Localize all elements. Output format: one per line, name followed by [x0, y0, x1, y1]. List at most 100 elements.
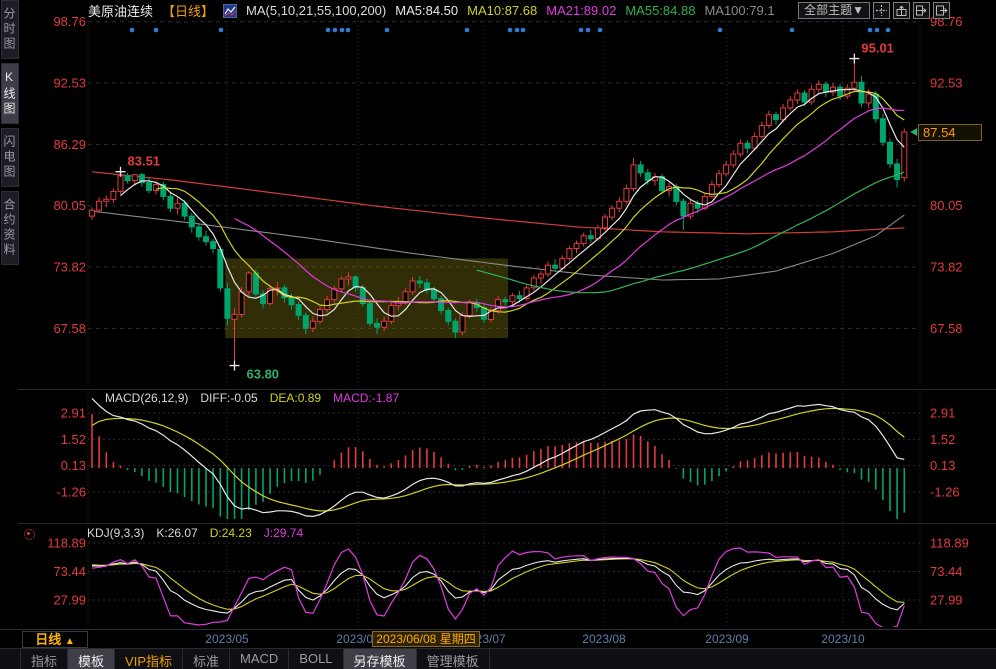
- event-dot: [585, 27, 591, 33]
- event-dot: [464, 27, 470, 33]
- event-dot: [325, 27, 331, 33]
- event-dot: [514, 27, 520, 33]
- event-dot: [867, 27, 873, 33]
- tab-macd[interactable]: MACD: [230, 649, 290, 669]
- date-tick: 2023/06: [336, 632, 380, 646]
- ma10-value: MA10:87.68: [467, 3, 538, 18]
- tab-save-template[interactable]: 另存模板: [343, 649, 417, 669]
- annotation-95.01: 95.01: [849, 41, 894, 64]
- event-dot: [597, 27, 603, 33]
- event-dot: [507, 27, 513, 33]
- svg-text:73.44: 73.44: [53, 564, 86, 579]
- scale-up-tool-icon[interactable]: [893, 2, 910, 19]
- svg-text:98.76: 98.76: [53, 14, 86, 29]
- current-price-arrow-icon: [910, 128, 918, 137]
- crosshair-date-label: 2023/06/08 星期四: [372, 631, 480, 647]
- mini-chart-icon[interactable]: [222, 3, 238, 18]
- event-dot: [717, 27, 723, 33]
- svg-text:80.05: 80.05: [53, 198, 86, 213]
- svg-text:0.13: 0.13: [61, 458, 86, 473]
- period-up-arrow-icon: ▲: [64, 636, 75, 647]
- tab-indicators[interactable]: 指标: [20, 649, 69, 669]
- ma21-value: MA21:89.02: [546, 3, 617, 18]
- current-price-tag: 87.54: [918, 124, 982, 141]
- event-dot: [218, 27, 224, 33]
- svg-text:86.29: 86.29: [53, 137, 86, 152]
- event-dot: [885, 27, 891, 33]
- sidebar: 分时图 K线图 闪电图 合约资料: [0, 0, 19, 300]
- bottom-tab-bar: 指标 模板 VIP指标 标准 MACD BOLL 另存模板 管理模板: [0, 648, 996, 669]
- svg-text:2.91: 2.91: [930, 405, 955, 420]
- sidebar-tab-intraday[interactable]: 分时图: [1, 0, 19, 59]
- kdj-panel-header: KDJ(9,3,3) K:26.07 D:24.23 J:29.74: [87, 526, 303, 540]
- ma5-value: MA5:84.50: [395, 3, 459, 18]
- period-label: 【日线】: [162, 4, 215, 19]
- event-dot: [520, 27, 526, 33]
- date-tick: 2023/09: [705, 632, 749, 646]
- macd-caption: MACD(26,12,9): [105, 391, 189, 405]
- d-value: D:24.23: [209, 526, 252, 540]
- event-dot: [332, 27, 338, 33]
- top-right-controls: 全部主题▼: [798, 2, 950, 19]
- sidebar-tab-flash[interactable]: 闪电图: [1, 128, 19, 187]
- event-dot: [153, 27, 159, 33]
- svg-text:95.01: 95.01: [861, 41, 894, 56]
- svg-text:67.58: 67.58: [53, 321, 86, 336]
- ma-caption: MA(5,10,21,55,100,200): [246, 3, 387, 18]
- svg-text:2.91: 2.91: [61, 405, 86, 420]
- svg-text:63.80: 63.80: [247, 367, 280, 382]
- tab-boll[interactable]: BOLL: [289, 649, 344, 669]
- svg-text:-1.26: -1.26: [56, 484, 86, 499]
- ma55-value: MA55:84.88: [625, 3, 696, 18]
- page-forward-tool-icon[interactable]: [933, 2, 950, 19]
- svg-text:1.52: 1.52: [930, 432, 955, 447]
- tab-standard[interactable]: 标准: [183, 649, 231, 669]
- svg-text:27.99: 27.99: [53, 593, 86, 608]
- svg-text:92.53: 92.53: [930, 75, 963, 90]
- svg-text:1.52: 1.52: [61, 432, 86, 447]
- sidebar-tab-kline[interactable]: K线图: [1, 63, 19, 124]
- date-tick: 2023/10: [821, 632, 865, 646]
- period-selector[interactable]: 日线 ▲: [22, 631, 88, 648]
- annotation-83.51: 83.51: [115, 154, 161, 177]
- date-tick: 2023/05: [205, 632, 249, 646]
- svg-text:0.13: 0.13: [930, 458, 955, 473]
- event-dot: [345, 27, 351, 33]
- tab-manage-templates[interactable]: 管理模板: [417, 649, 490, 669]
- macd-value: MACD:-1.87: [333, 391, 400, 405]
- j-value: J:29.74: [263, 526, 304, 540]
- dea-value: DEA:0.89: [269, 391, 322, 405]
- k-value: K:26.07: [156, 526, 198, 540]
- symbol-title: 美原油连续: [88, 4, 154, 19]
- svg-text:80.05: 80.05: [930, 198, 963, 213]
- theme-select-button[interactable]: 全部主题▼: [798, 2, 870, 19]
- event-dot: [384, 27, 390, 33]
- diff-value: DIFF:-0.05: [200, 391, 258, 405]
- event-dot: [789, 27, 795, 33]
- scale-right-tool-icon[interactable]: [913, 2, 930, 19]
- tab-templates[interactable]: 模板: [68, 649, 116, 669]
- svg-text:83.51: 83.51: [128, 154, 161, 169]
- svg-text:27.99: 27.99: [930, 593, 963, 608]
- svg-text:118.89: 118.89: [930, 536, 969, 551]
- svg-text:73.44: 73.44: [930, 564, 963, 579]
- event-dot: [129, 27, 135, 33]
- svg-text:92.53: 92.53: [53, 75, 86, 90]
- svg-text:73.82: 73.82: [53, 260, 86, 275]
- chart-header: 美原油连续 【日线】 MA(5,10,21,55,100,200) MA5:84…: [88, 2, 775, 19]
- crosshair-tool-icon[interactable]: [873, 2, 890, 19]
- event-dot: [578, 27, 584, 33]
- ma100-value: MA100:79.1: [704, 3, 775, 18]
- date-tick: 2023/08: [582, 632, 626, 646]
- date-axis-row: 日线 ▲ 2023/05 2023/06 2023/07 2023/08 2023/09…: [0, 629, 996, 648]
- kdj-caption: KDJ(9,3,3): [87, 526, 145, 540]
- tab-vip-indicators[interactable]: VIP指标: [115, 649, 183, 669]
- svg-text:67.58: 67.58: [930, 321, 963, 336]
- macd-panel-header: MACD(26,12,9) DIFF:-0.05 DEA:0.89 MACD:-…: [105, 391, 399, 405]
- svg-text:73.82: 73.82: [930, 260, 963, 275]
- event-dot: [339, 27, 345, 33]
- sidebar-tab-contract-info[interactable]: 合约资料: [1, 191, 19, 265]
- indicator-marker-icon: [24, 529, 35, 540]
